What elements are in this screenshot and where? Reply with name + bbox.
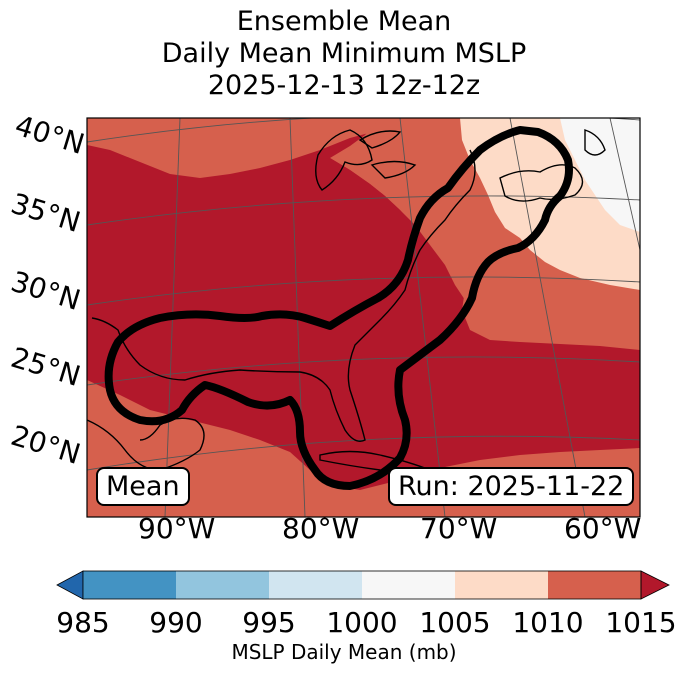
colorbar-segments <box>83 571 642 599</box>
colorbar-segment <box>176 571 270 599</box>
cb-tick-995: 995 <box>242 606 296 639</box>
lon-label-80: 80°W <box>282 512 360 545</box>
cb-tick-985: 985 <box>56 606 110 639</box>
contour-1015 <box>104 126 573 490</box>
cb-tick-1015: 1015 <box>605 606 677 639</box>
colorbar-frame <box>82 570 642 600</box>
lon-label-60: 60°W <box>564 512 642 545</box>
cb-tick-1010: 1010 <box>512 606 584 639</box>
field-1000 <box>560 118 640 232</box>
field-1015-east-coast <box>87 150 640 517</box>
lon-label-90: 90°W <box>138 512 216 545</box>
map-border <box>86 117 641 518</box>
title-line-3: 2025-12-13 12z-12z <box>207 70 481 101</box>
title-line-2: Daily Mean Minimum MSLP <box>161 38 527 69</box>
cb-tick-990: 990 <box>149 606 203 639</box>
colorbar-extend-high <box>640 570 670 600</box>
title-line-1: Ensemble Mean <box>236 6 452 37</box>
graticule <box>87 118 640 517</box>
colorbar-segment <box>362 571 456 599</box>
mean-label-box: Mean <box>96 467 190 506</box>
colorbar-segment <box>455 571 549 599</box>
colorbar-segment <box>83 571 177 599</box>
colorbar-extend-low <box>56 570 84 600</box>
cb-tick-1005: 1005 <box>419 606 491 639</box>
colorbar-label: MSLP Daily Mean (mb) <box>231 640 457 664</box>
colorbar-segment <box>269 571 363 599</box>
cb-tick-1000: 1000 <box>326 606 398 639</box>
lon-label-70: 70°W <box>420 512 498 545</box>
run-date-box: Run: 2025-11-22 <box>388 467 635 506</box>
colorbar-segment <box>548 571 642 599</box>
field-1010-northwest <box>87 118 380 178</box>
